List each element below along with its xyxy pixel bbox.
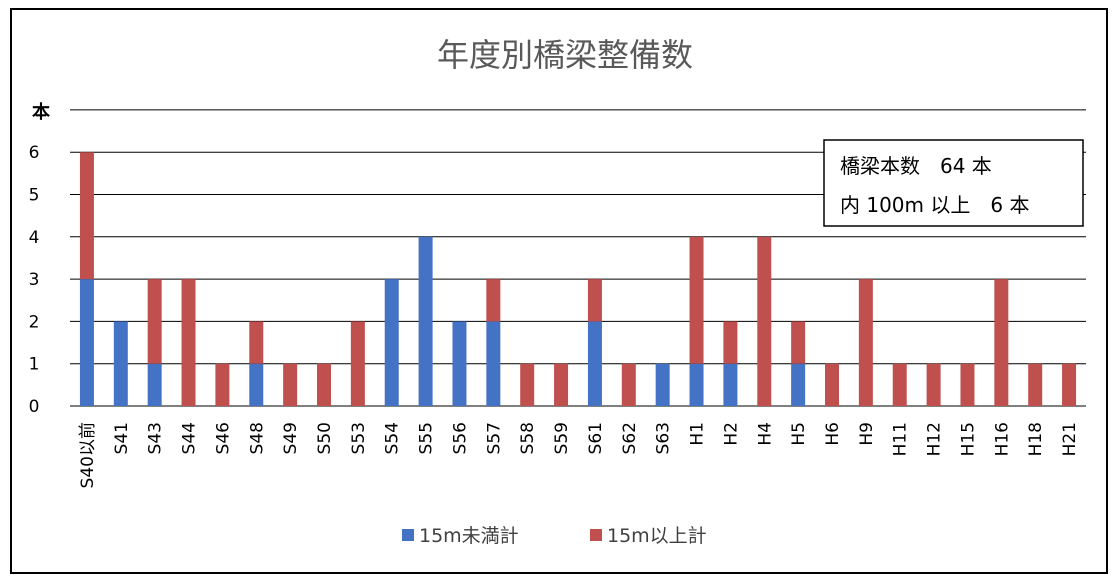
chart-title: 年度別橋梁整備数 [437,36,693,74]
bar-under-15m [418,236,433,406]
bar-under-15m [791,363,806,406]
bar-15m-over [960,363,975,406]
bar-15m-over [317,363,331,406]
bar-15m-over [350,321,365,406]
bar-under-15m [113,321,128,406]
x-tick-label: S41 [112,422,132,454]
annotation-box: 橋梁本数 64 本 内 100m 以上 6 本 [823,139,1084,227]
bar-under-15m [79,279,94,406]
x-tick-label: S50 [315,422,335,454]
x-tick-label: S59 [552,422,572,454]
x-tick-label: S46 [213,422,233,454]
x-tick-label: S58 [518,422,538,454]
y-axis-unit: 本 [32,101,50,123]
bar-under-15m [452,321,467,406]
bar-15m-over [554,363,569,406]
bar-15m-over [79,152,94,280]
bar-15m-over [892,363,907,406]
x-tick-label: S55 [417,422,437,454]
x-tick-label: S48 [247,422,267,454]
y-tick-label: 1 [29,355,40,375]
x-tick-label: H18 [1026,422,1046,456]
bar-15m-over [283,363,298,406]
bar-15m-over [858,279,873,406]
x-tick-label: S61 [586,422,606,454]
legend-swatch-under-15m [402,529,414,541]
bar-15m-over [791,321,806,364]
x-tick-label: S62 [620,422,640,454]
x-tick-label: S53 [349,422,369,454]
bar-under-15m [249,363,264,406]
bar-15m-over [1028,363,1043,406]
x-tick-label: H1 [688,422,708,446]
legend-label-under-15m: 15m未満計 [419,525,519,547]
y-tick-label: 6 [29,143,40,163]
y-tick-label: 5 [29,186,40,206]
bars [79,152,1077,406]
bar-15m-over [825,363,839,406]
x-tick-label: S49 [281,422,301,454]
x-tick-label: S43 [146,422,166,454]
x-tick-label: H16 [992,422,1012,456]
bar-15m-over [249,321,264,364]
grid-lines [70,109,1086,407]
bar-15m-over [147,279,162,364]
bar-under-15m [147,363,162,406]
bar-15m-over [486,279,501,322]
bar-under-15m [587,321,602,406]
bar-under-15m [384,279,399,406]
x-tick-label: S40以前 [78,422,98,488]
bar-15m-over [689,236,704,364]
legend: 15m未満計 15m以上計 [402,525,707,547]
y-tick-label: 4 [29,228,40,248]
x-tick-label: S56 [450,422,470,454]
x-tick-label: S57 [484,422,504,454]
bar-15m-over [215,363,230,406]
x-tick-label: H4 [755,422,775,446]
bar-15m-over [757,236,772,406]
annotation-line-2: 内 100m 以上 6 本 [840,193,1029,217]
bar-15m-over [520,363,535,406]
bar-15m-over [1062,363,1077,406]
x-tick-label: S44 [180,422,200,454]
x-tick-label: H12 [925,422,945,456]
x-tick-label: H21 [1060,422,1080,456]
bar-15m-over [621,363,636,406]
x-tick-label: H5 [789,422,809,446]
annotation-line-1: 橋梁本数 64 本 [840,154,992,178]
y-axis-ticks: 0 1 2 3 4 5 6 [29,143,40,417]
x-tick-label: H6 [823,422,843,446]
y-tick-label: 0 [29,397,40,417]
x-tick-label: H11 [891,422,911,456]
x-tick-label: H2 [721,422,741,446]
legend-label-15m-over: 15m以上計 [607,525,707,547]
bar-15m-over [181,279,196,406]
bar-15m-over [587,279,602,322]
bar-under-15m [689,363,704,406]
bar-under-15m [486,321,501,406]
bar-15m-over [926,363,941,406]
y-tick-label: 2 [29,312,40,332]
y-tick-label: 3 [29,270,40,290]
x-axis-ticks: S40以前 S41 S43 S44 S46 S48 S49 S50 S53 S54 S55 S56 S5… [78,422,1080,488]
bar-15m-over [994,279,1009,406]
bar-15m-over [723,321,738,364]
x-tick-label: H15 [958,422,978,456]
bar-under-15m [723,363,738,406]
legend-swatch-15m-over [590,529,602,541]
bar-under-15m [655,363,670,406]
x-tick-label: S63 [654,422,674,454]
x-tick-label: S54 [383,422,403,454]
x-tick-label: H9 [857,422,877,446]
